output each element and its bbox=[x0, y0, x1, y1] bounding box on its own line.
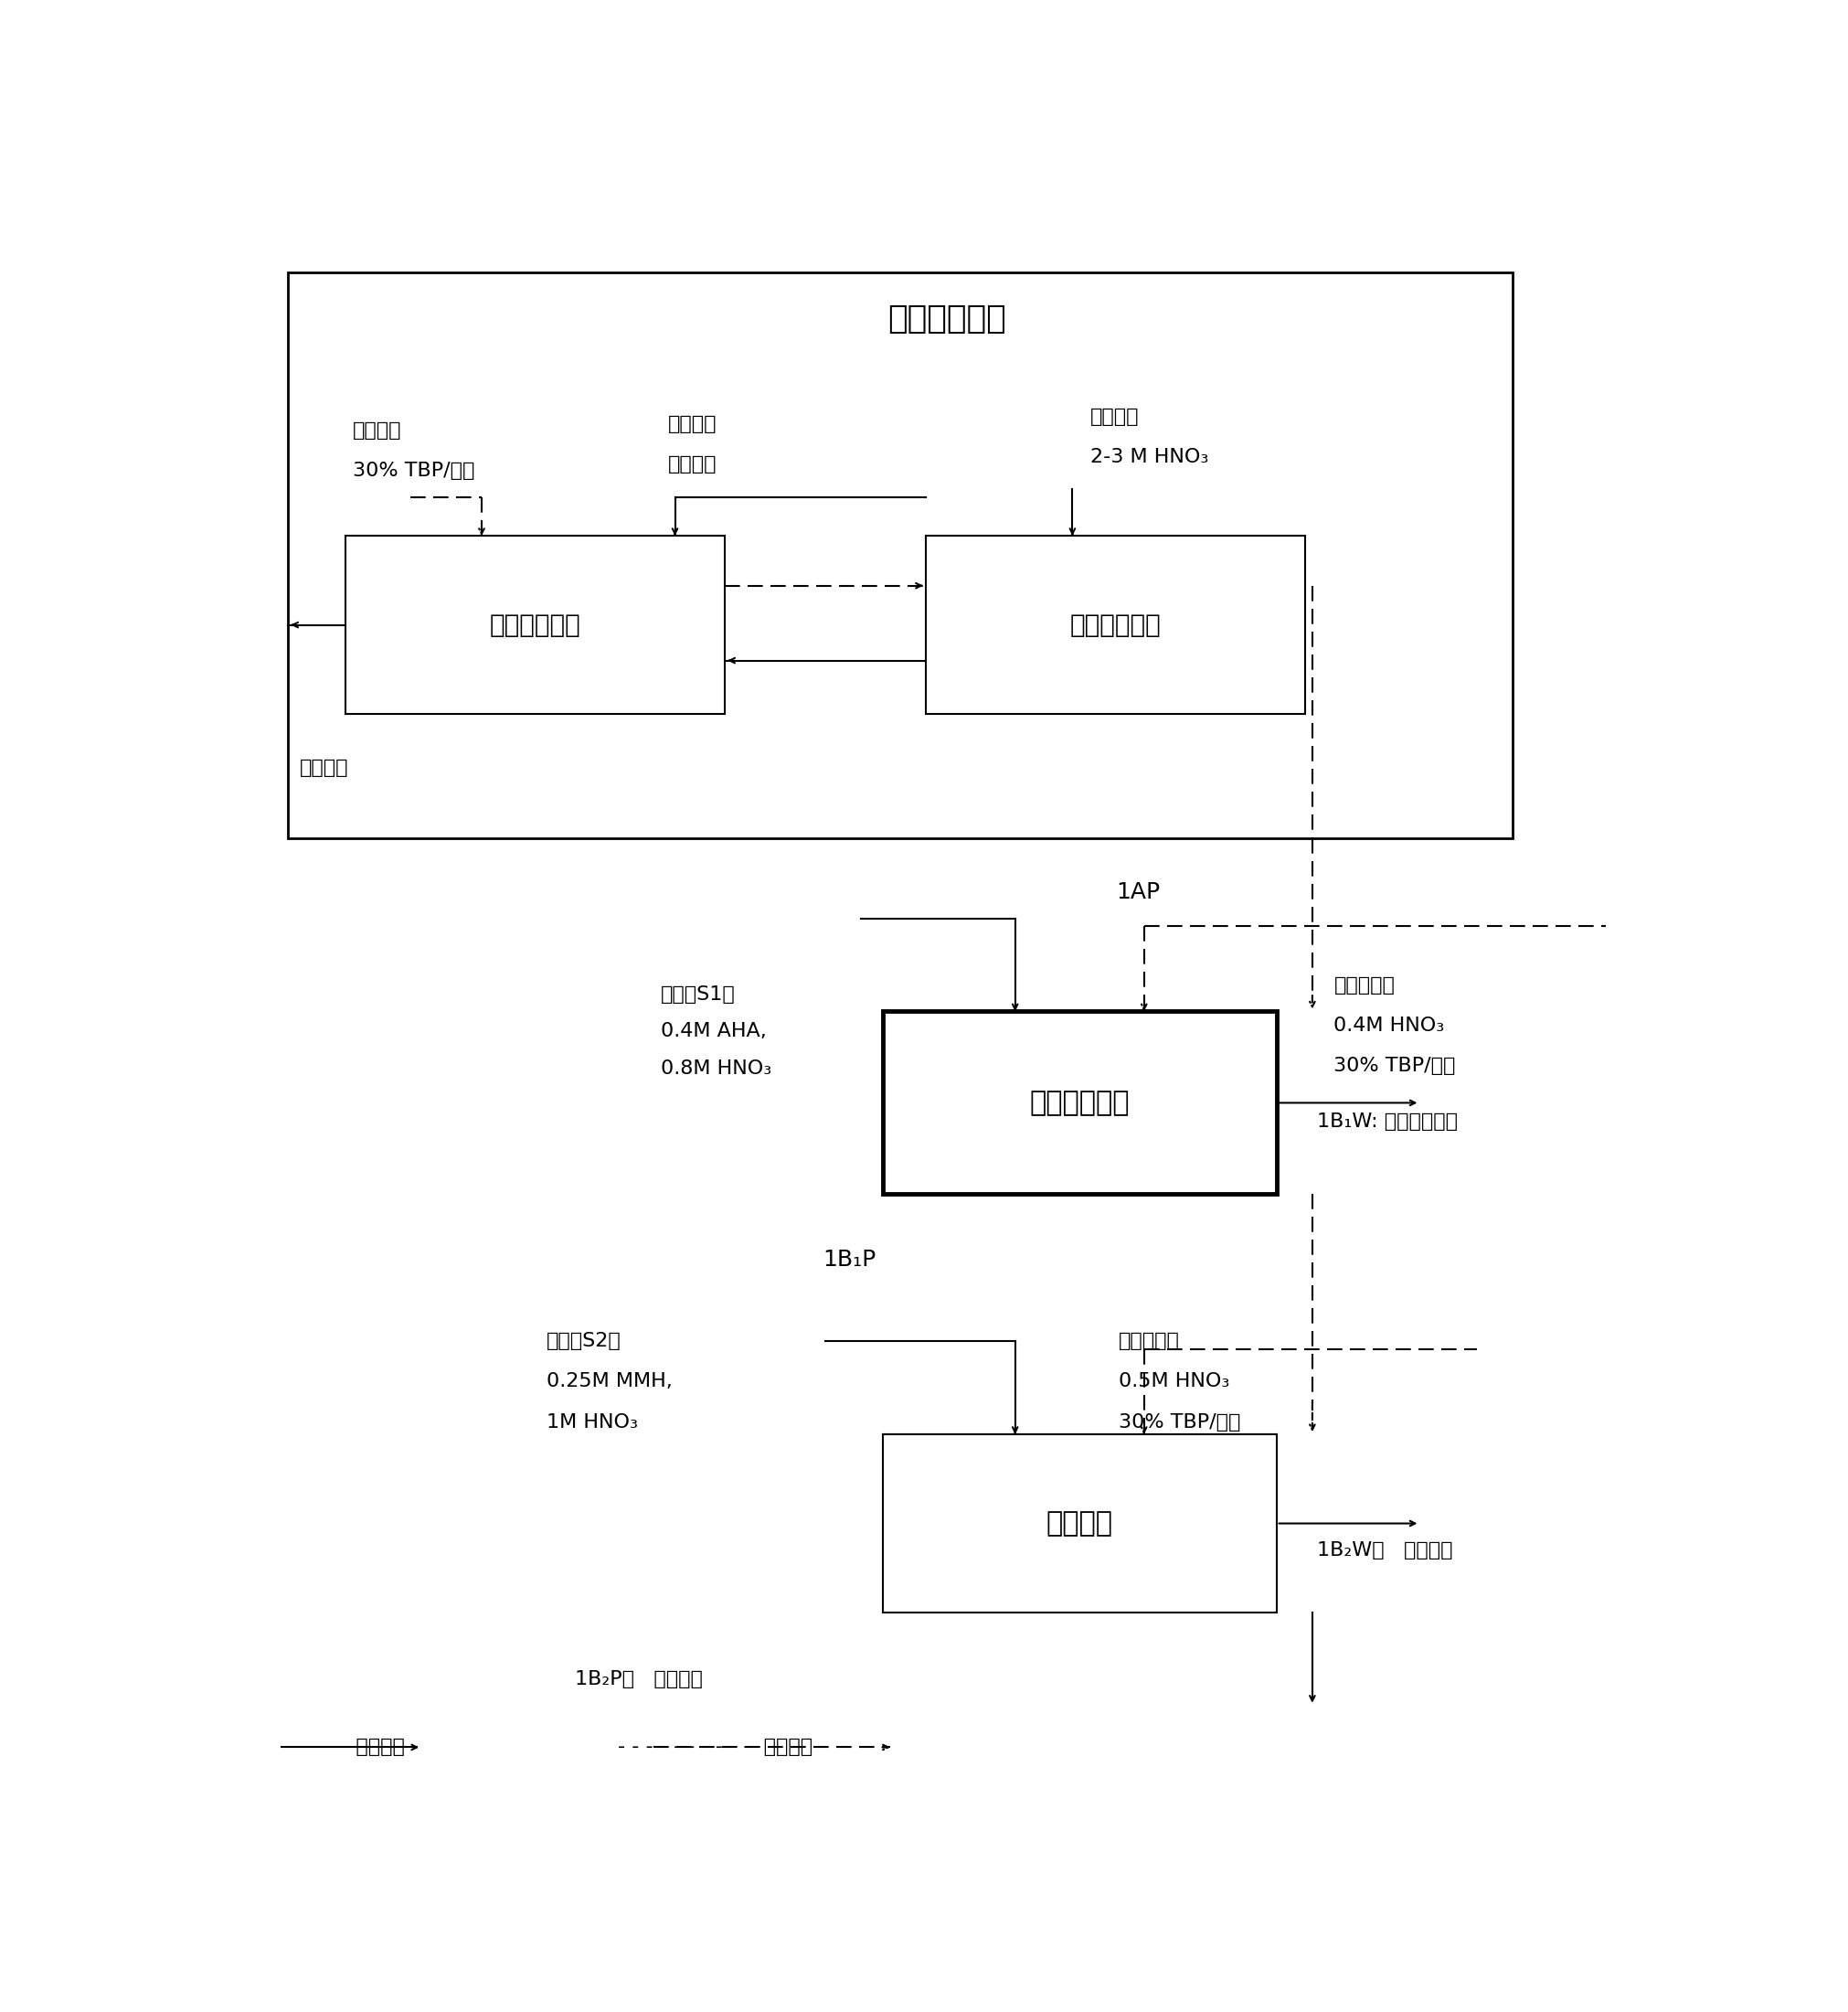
Text: 锆、钇反萌槽: 锆、钇反萌槽 bbox=[1029, 1091, 1129, 1117]
Text: 0.4M HNO₃: 0.4M HNO₃ bbox=[1334, 1016, 1445, 1034]
Text: 霨补萌剑：: 霨补萌剑： bbox=[1118, 1332, 1181, 1350]
Text: 0.8M HNO₃: 0.8M HNO₃ bbox=[662, 1060, 771, 1078]
Text: 2-3 M HNO₃: 2-3 M HNO₃ bbox=[1090, 447, 1209, 467]
Text: 共去污洗涤段: 共去污洗涤段 bbox=[1070, 612, 1161, 638]
Text: 30% TBP/煎油: 30% TBP/煎油 bbox=[1334, 1056, 1456, 1074]
Text: 高放射液: 高放射液 bbox=[299, 759, 349, 777]
Text: 反萌剑S1：: 反萌剑S1： bbox=[662, 986, 736, 1004]
Text: ———  水相液流: ——— 水相液流 bbox=[281, 1738, 405, 1756]
Bar bbox=[346, 535, 724, 714]
Text: - - - - - - - - - -  油相液流: - - - - - - - - - - 油相液流 bbox=[617, 1738, 813, 1756]
Text: 1B₂W：   锷产品流: 1B₂W： 锷产品流 bbox=[1316, 1541, 1453, 1559]
Text: 1B₂P：   霨产品流: 1B₂P： 霨产品流 bbox=[575, 1670, 702, 1688]
Text: 1B₁W: 锆、钇产品流: 1B₁W: 锆、钇产品流 bbox=[1316, 1113, 1458, 1131]
Text: 1B₁P: 1B₁P bbox=[822, 1247, 876, 1270]
Text: 酸溶解液: 酸溶解液 bbox=[667, 455, 717, 473]
Bar bbox=[926, 535, 1305, 714]
Text: 洗涤剑：: 洗涤剑： bbox=[1090, 406, 1138, 427]
Text: 共去污萌取段: 共去污萌取段 bbox=[490, 612, 580, 638]
Text: 1AP: 1AP bbox=[1116, 881, 1161, 903]
Text: 霨补萌剑：: 霨补萌剑： bbox=[1334, 976, 1395, 994]
Text: 共去污萌取器: 共去污萌取器 bbox=[887, 304, 1007, 334]
Bar bbox=[883, 1435, 1277, 1612]
Text: 0.4M AHA,: 0.4M AHA, bbox=[662, 1022, 767, 1040]
Text: 1M HNO₃: 1M HNO₃ bbox=[547, 1412, 638, 1431]
Text: 0.5M HNO₃: 0.5M HNO₃ bbox=[1118, 1372, 1231, 1390]
Bar bbox=[883, 1012, 1277, 1195]
Text: 0.25M MMH,: 0.25M MMH, bbox=[547, 1372, 673, 1390]
Bar bbox=[288, 272, 1514, 837]
Text: 反萌剑S2：: 反萌剑S2： bbox=[547, 1332, 621, 1350]
Text: 萌取剑：: 萌取剑： bbox=[353, 421, 401, 439]
Text: 乏燃料础: 乏燃料础 bbox=[667, 414, 717, 433]
Text: 30% TBP/煎油: 30% TBP/煎油 bbox=[353, 461, 475, 481]
Text: 锷反萌槽: 锷反萌槽 bbox=[1046, 1511, 1112, 1537]
Text: 30% TBP/煎油: 30% TBP/煎油 bbox=[1118, 1412, 1240, 1431]
